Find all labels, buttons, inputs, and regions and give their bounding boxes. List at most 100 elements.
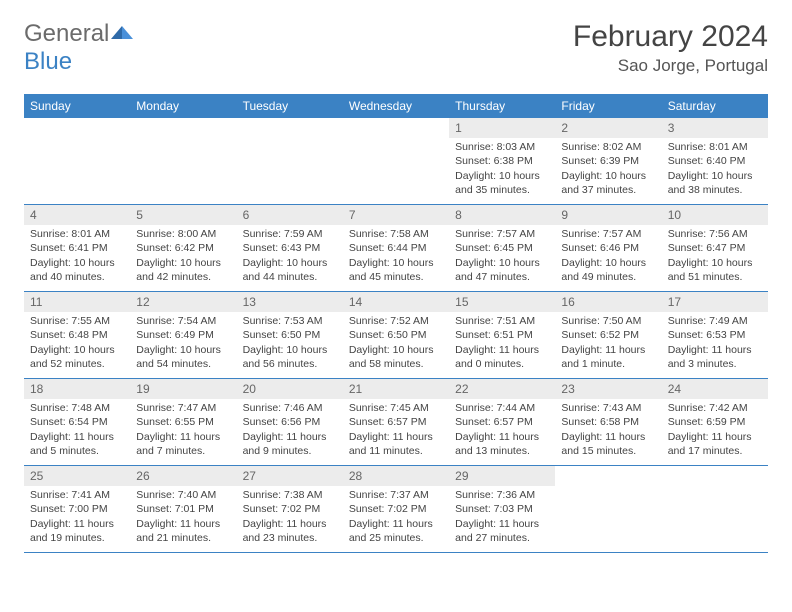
day-content: Sunrise: 7:38 AMSunset: 7:02 PMDaylight:… xyxy=(237,488,343,549)
day-number: 27 xyxy=(237,466,343,486)
daylight-line: Daylight: 10 hours and 54 minutes. xyxy=(136,343,230,371)
sunset-line: Sunset: 6:57 PM xyxy=(455,415,549,429)
day-content: Sunrise: 7:45 AMSunset: 6:57 PMDaylight:… xyxy=(343,401,449,462)
sunrise-line: Sunrise: 7:52 AM xyxy=(349,314,443,328)
day-number: 6 xyxy=(237,205,343,225)
daylight-line: Daylight: 11 hours and 19 minutes. xyxy=(30,517,124,545)
sunrise-line: Sunrise: 7:45 AM xyxy=(349,401,443,415)
logo-icon xyxy=(111,20,133,48)
sunset-line: Sunset: 6:47 PM xyxy=(668,241,762,255)
day-header-cell: Saturday xyxy=(662,94,768,118)
sunset-line: Sunset: 6:43 PM xyxy=(243,241,337,255)
day-content: Sunrise: 8:03 AMSunset: 6:38 PMDaylight:… xyxy=(449,140,555,201)
day-cell: 29Sunrise: 7:36 AMSunset: 7:03 PMDayligh… xyxy=(449,466,555,552)
day-number: 10 xyxy=(662,205,768,225)
day-number: 29 xyxy=(449,466,555,486)
week-row: 25Sunrise: 7:41 AMSunset: 7:00 PMDayligh… xyxy=(24,466,768,553)
day-number: 9 xyxy=(555,205,661,225)
day-header-cell: Sunday xyxy=(24,94,130,118)
empty-cell xyxy=(237,118,343,204)
sunrise-line: Sunrise: 7:49 AM xyxy=(668,314,762,328)
day-number: 24 xyxy=(662,379,768,399)
day-number: 22 xyxy=(449,379,555,399)
sunset-line: Sunset: 6:51 PM xyxy=(455,328,549,342)
day-cell: 15Sunrise: 7:51 AMSunset: 6:51 PMDayligh… xyxy=(449,292,555,378)
sunrise-line: Sunrise: 7:50 AM xyxy=(561,314,655,328)
day-cell: 11 Sunrise: 7:55 AMSunset: 6:48 PMDayligh… xyxy=(24,292,130,378)
day-cell: 8Sunrise: 7:57 AMSunset: 6:45 PMDaylight… xyxy=(449,205,555,291)
sunrise-line: Sunrise: 7:43 AM xyxy=(561,401,655,415)
day-number: 17 xyxy=(662,292,768,312)
logo-text-2: Blue xyxy=(24,48,72,76)
week-row: 1Sunrise: 8:03 AMSunset: 6:38 PMDaylight… xyxy=(24,118,768,205)
day-cell: 4Sunrise: 8:01 AMSunset: 6:41 PMDaylight… xyxy=(24,205,130,291)
sunset-line: Sunset: 6:38 PM xyxy=(455,154,549,168)
day-header-row: SundayMondayTuesdayWednesdayThursdayFrid… xyxy=(24,94,768,118)
day-content: Sunrise: 7:46 AMSunset: 6:56 PMDaylight:… xyxy=(237,401,343,462)
day-cell: 18Sunrise: 7:48 AMSunset: 6:54 PMDayligh… xyxy=(24,379,130,465)
day-header-cell: Monday xyxy=(130,94,236,118)
day-number: 11 xyxy=(24,292,130,312)
day-number: 2 xyxy=(555,118,661,138)
sunrise-line: Sunrise: 7:58 AM xyxy=(349,227,443,241)
day-cell: 5Sunrise: 8:00 AMSunset: 6:42 PMDaylight… xyxy=(130,205,236,291)
daylight-line: Daylight: 10 hours and 51 minutes. xyxy=(668,256,762,284)
day-content: Sunrise: 7:47 AMSunset: 6:55 PMDaylight:… xyxy=(130,401,236,462)
sunset-line: Sunset: 6:40 PM xyxy=(668,154,762,168)
day-cell: 22Sunrise: 7:44 AMSunset: 6:57 PMDayligh… xyxy=(449,379,555,465)
daylight-line: Daylight: 10 hours and 58 minutes. xyxy=(349,343,443,371)
sunset-line: Sunset: 6:55 PM xyxy=(136,415,230,429)
day-number: 5 xyxy=(130,205,236,225)
week-row: 18Sunrise: 7:48 AMSunset: 6:54 PMDayligh… xyxy=(24,379,768,466)
empty-cell xyxy=(662,466,768,552)
daylight-line: Daylight: 11 hours and 7 minutes. xyxy=(136,430,230,458)
empty-cell xyxy=(555,466,661,552)
sunrise-line: Sunrise: 7:44 AM xyxy=(455,401,549,415)
daylight-line: Daylight: 11 hours and 25 minutes. xyxy=(349,517,443,545)
daylight-line: Daylight: 10 hours and 37 minutes. xyxy=(561,169,655,197)
daylight-line: Daylight: 11 hours and 1 minute. xyxy=(561,343,655,371)
sunrise-line: Sunrise: 7:54 AM xyxy=(136,314,230,328)
day-content: Sunrise: 8:01 AMSunset: 6:40 PMDaylight:… xyxy=(662,140,768,201)
sunset-line: Sunset: 6:50 PM xyxy=(243,328,337,342)
sunrise-line: Sunrise: 7:55 AM xyxy=(30,314,124,328)
sunrise-line: Sunrise: 8:00 AM xyxy=(136,227,230,241)
logo-text-1: General xyxy=(24,20,109,48)
daylight-line: Daylight: 11 hours and 5 minutes. xyxy=(30,430,124,458)
daylight-line: Daylight: 11 hours and 21 minutes. xyxy=(136,517,230,545)
day-cell: 16Sunrise: 7:50 AMSunset: 6:52 PMDayligh… xyxy=(555,292,661,378)
daylight-line: Daylight: 11 hours and 11 minutes. xyxy=(349,430,443,458)
sunset-line: Sunset: 6:57 PM xyxy=(349,415,443,429)
day-content: Sunrise: 8:02 AMSunset: 6:39 PMDaylight:… xyxy=(555,140,661,201)
day-number: 1 xyxy=(449,118,555,138)
day-cell: 26Sunrise: 7:40 AMSunset: 7:01 PMDayligh… xyxy=(130,466,236,552)
day-number: 28 xyxy=(343,466,449,486)
day-number: 14 xyxy=(343,292,449,312)
day-cell: 14Sunrise: 7:52 AMSunset: 6:50 PMDayligh… xyxy=(343,292,449,378)
day-content: Sunrise: 7:52 AMSunset: 6:50 PMDaylight:… xyxy=(343,314,449,375)
sunset-line: Sunset: 6:41 PM xyxy=(30,241,124,255)
empty-cell xyxy=(24,118,130,204)
day-content: Sunrise: 7:50 AMSunset: 6:52 PMDaylight:… xyxy=(555,314,661,375)
day-content: Sunrise: 7:57 AMSunset: 6:46 PMDaylight:… xyxy=(555,227,661,288)
logo: General xyxy=(24,20,135,48)
day-number: 15 xyxy=(449,292,555,312)
daylight-line: Daylight: 11 hours and 27 minutes. xyxy=(455,517,549,545)
day-content: Sunrise: 7:54 AMSunset: 6:49 PMDaylight:… xyxy=(130,314,236,375)
sunset-line: Sunset: 7:03 PM xyxy=(455,502,549,516)
daylight-line: Daylight: 10 hours and 42 minutes. xyxy=(136,256,230,284)
day-number: 25 xyxy=(24,466,130,486)
sunset-line: Sunset: 7:00 PM xyxy=(30,502,124,516)
day-content: Sunrise: 7:41 AMSunset: 7:00 PMDaylight:… xyxy=(24,488,130,549)
day-cell: 17Sunrise: 7:49 AMSunset: 6:53 PMDayligh… xyxy=(662,292,768,378)
day-content: Sunrise: 8:00 AMSunset: 6:42 PMDaylight:… xyxy=(130,227,236,288)
daylight-line: Daylight: 11 hours and 17 minutes. xyxy=(668,430,762,458)
day-number: 23 xyxy=(555,379,661,399)
sunrise-line: Sunrise: 8:03 AM xyxy=(455,140,549,154)
daylight-line: Daylight: 11 hours and 9 minutes. xyxy=(243,430,337,458)
daylight-line: Daylight: 10 hours and 52 minutes. xyxy=(30,343,124,371)
sunrise-line: Sunrise: 7:37 AM xyxy=(349,488,443,502)
sunset-line: Sunset: 6:50 PM xyxy=(349,328,443,342)
title-month: February 2024 xyxy=(573,20,768,54)
sunset-line: Sunset: 6:48 PM xyxy=(30,328,124,342)
